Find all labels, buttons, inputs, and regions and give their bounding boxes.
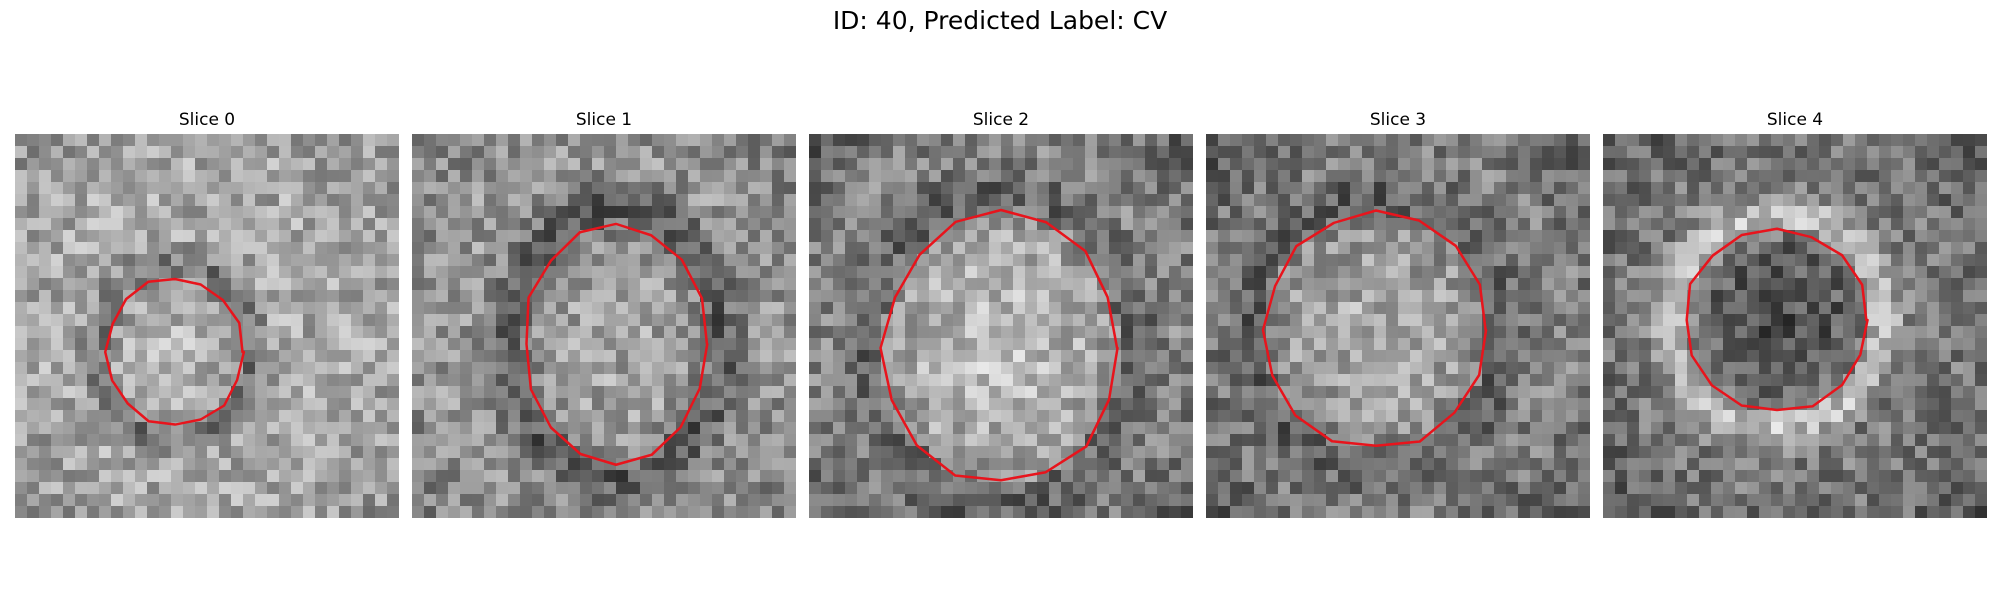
slice-image-3 xyxy=(1206,134,1590,518)
slice-panel-2: Slice 2 xyxy=(809,108,1193,518)
slice-panel-1: Slice 1 xyxy=(412,108,796,518)
slice-image-2 xyxy=(809,134,1193,518)
slice-title-2: Slice 2 xyxy=(972,110,1030,130)
slice-image-0 xyxy=(15,134,399,518)
slice-image-1 xyxy=(412,134,796,518)
slice-title-3: Slice 3 xyxy=(1369,110,1427,130)
figure-title: ID: 40, Predicted Label: CV xyxy=(832,6,1168,35)
slice-title-4: Slice 4 xyxy=(1766,110,1824,130)
slice-image-4 xyxy=(1603,134,1987,518)
slice-panel-3: Slice 3 xyxy=(1206,108,1590,518)
slice-panel-0: Slice 0 xyxy=(15,108,399,518)
slice-title-0: Slice 0 xyxy=(178,110,236,130)
slice-title-1: Slice 1 xyxy=(575,110,633,130)
slice-panel-4: Slice 4 xyxy=(1603,108,1987,518)
